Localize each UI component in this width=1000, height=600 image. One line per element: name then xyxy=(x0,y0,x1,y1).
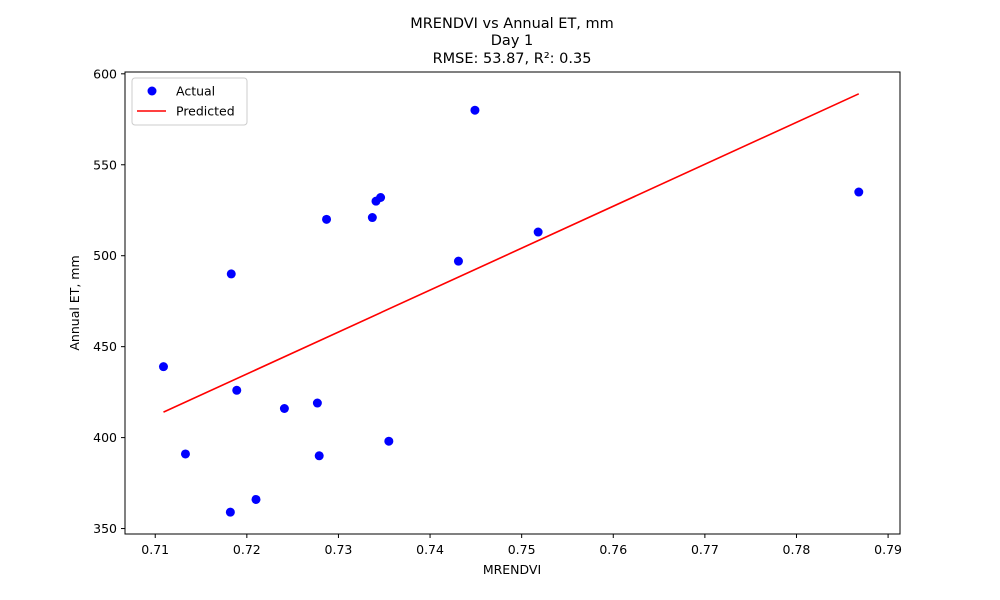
y-tick-label: 600 xyxy=(93,66,117,81)
actual-point xyxy=(180,449,190,459)
x-tick-label: 0.74 xyxy=(416,542,444,557)
actual-point xyxy=(251,494,261,504)
actual-point xyxy=(376,193,386,202)
x-tick-label: 0.77 xyxy=(691,542,719,557)
x-tick-label: 0.72 xyxy=(233,542,261,557)
actual-point xyxy=(453,256,463,266)
x-tick-label: 0.75 xyxy=(508,542,536,557)
actual-point xyxy=(367,213,377,223)
actual-point xyxy=(384,436,394,446)
y-tick-label: 500 xyxy=(93,248,117,263)
actual-point xyxy=(470,105,480,115)
legend-predicted-label: Predicted xyxy=(176,104,235,119)
x-axis-label: MRENDVI xyxy=(483,562,541,577)
actual-point xyxy=(226,269,236,279)
x-tick-label: 0.78 xyxy=(783,542,811,557)
actual-point xyxy=(232,385,242,395)
actual-point xyxy=(533,227,543,237)
legend-actual-marker xyxy=(147,86,157,96)
y-tick-label: 550 xyxy=(93,157,117,172)
actual-point xyxy=(322,214,332,224)
actual-point xyxy=(312,398,322,408)
title-line-3: RMSE: 53.87, R²: 0.35 xyxy=(433,51,592,67)
plot-area-frame xyxy=(124,71,901,535)
chart-title: MRENDVI vs Annual ET, mm Day 1 RMSE: 53.… xyxy=(410,16,614,67)
actual-point xyxy=(279,404,289,413)
axis-ticks: 0.71 0.72 0.73 0.74 0.75 0.76 0.77 0.78 0.79 350 4… xyxy=(93,66,902,557)
plot-marks xyxy=(158,93,864,517)
actual-point xyxy=(314,451,324,461)
y-tick-label: 400 xyxy=(93,430,117,445)
actual-point xyxy=(854,187,864,197)
x-tick-label: 0.76 xyxy=(599,542,627,557)
y-tick-label: 450 xyxy=(93,339,117,354)
actual-point xyxy=(225,507,235,517)
x-tick-label: 0.71 xyxy=(141,542,169,557)
y-tick-label: 350 xyxy=(93,521,117,536)
title-line-2: Day 1 xyxy=(491,33,533,49)
predicted-line xyxy=(163,93,860,413)
x-tick-label: 0.73 xyxy=(325,542,353,557)
y-axis-label: Annual ET, mm xyxy=(67,255,82,350)
legend-actual-label: Actual xyxy=(176,84,215,99)
legend-box xyxy=(131,77,248,126)
title-line-1: MRENDVI vs Annual ET, mm xyxy=(410,16,614,32)
actual-point xyxy=(158,362,168,372)
x-tick-label: 0.79 xyxy=(874,542,902,557)
legend: Actual Predicted xyxy=(131,77,248,126)
